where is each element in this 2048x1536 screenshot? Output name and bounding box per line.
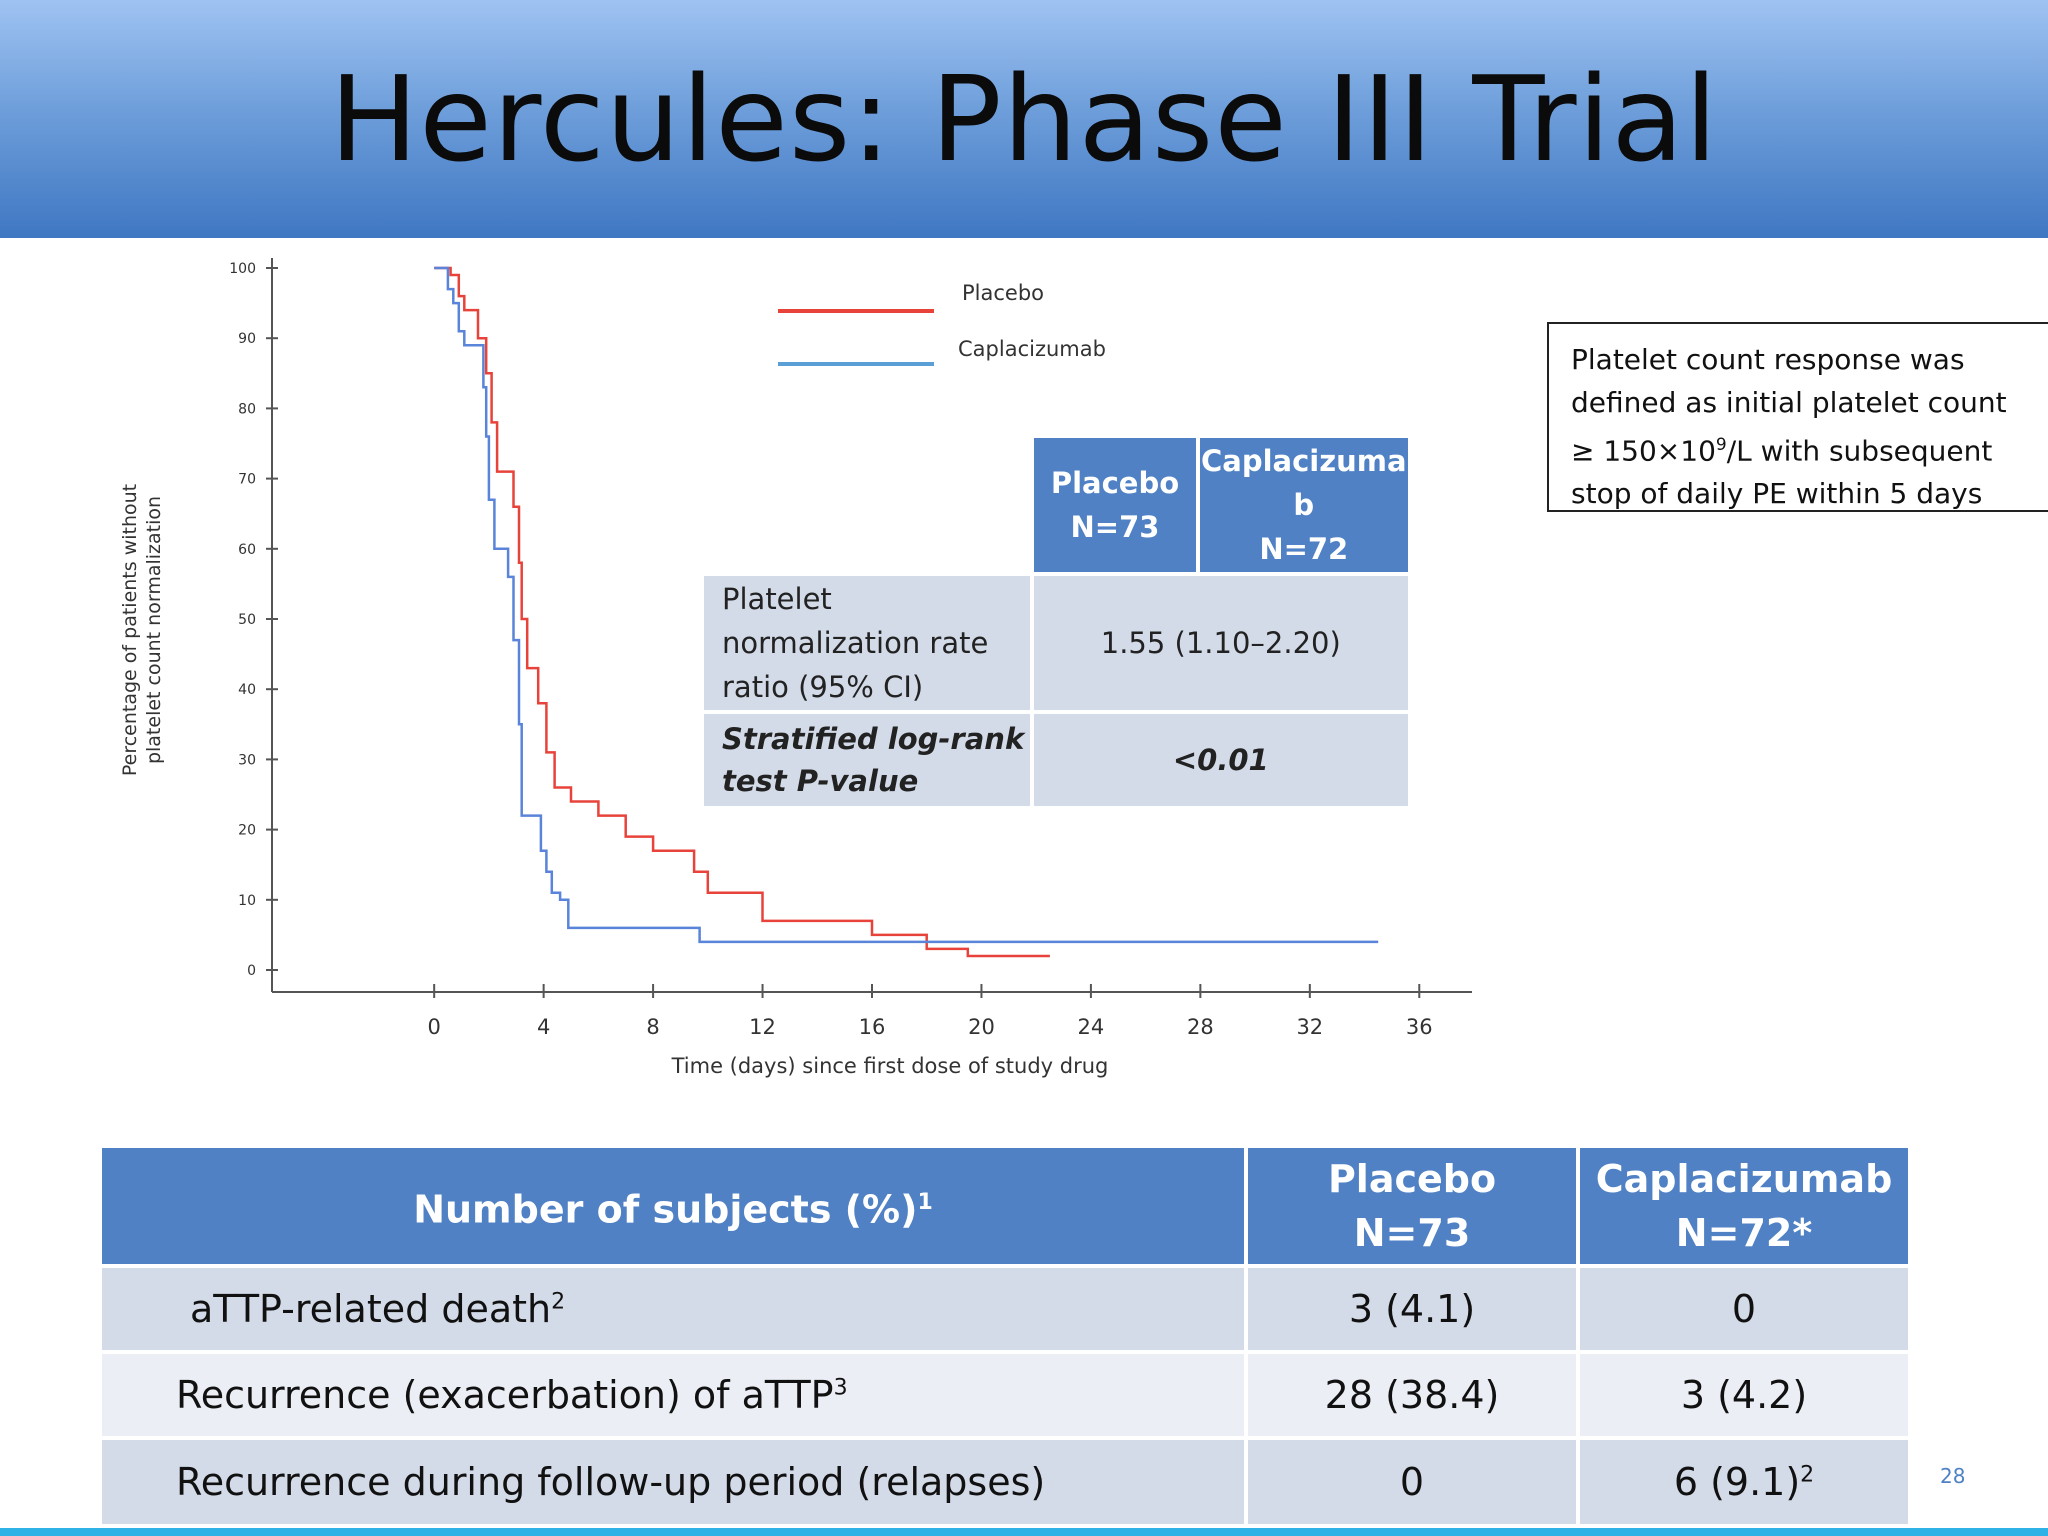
outcomes-relapses-capla: 6 (9.1)2: [1580, 1440, 1908, 1524]
stats-rate-ratio-label-line3: ratio (95% CI): [722, 670, 924, 704]
stats-corner-cell: [704, 438, 1030, 572]
y-axis-label-line2: platelet count normalization: [143, 495, 165, 765]
outcomes-death-placebo: 3 (4.1): [1248, 1268, 1576, 1350]
x-tick-label-36: 36: [1406, 1015, 1433, 1039]
x-axis-label: Time (days) since first dose of study dr…: [671, 1054, 1109, 1078]
note-line3: ≥ 150×109/L with subsequent: [1571, 424, 2048, 472]
outcomes-header-text: Number of subjects (%): [413, 1187, 918, 1232]
stats-row-p-value: Stratified log-rank test P-value <0.01: [704, 714, 1408, 806]
y-axis-label-line1: Percentage of patients without: [119, 483, 141, 777]
note-line2: defined as initial platelet count: [1571, 386, 2007, 419]
stats-col-capla-line1: Caplacizuma: [1201, 444, 1407, 478]
outcomes-col-placebo-line2: N=73: [1353, 1211, 1471, 1255]
stats-col-capla-line2: b: [1293, 488, 1315, 522]
y-tick-label-30: 30: [238, 752, 256, 768]
outcomes-col-capla-line2: N=72*: [1675, 1211, 1813, 1255]
title-banner: [0, 0, 2048, 238]
definition-note: Platelet count response was defined as i…: [1547, 322, 2048, 512]
outcomes-header-sup: 1: [917, 1189, 933, 1215]
outcomes-row-relapses: Recurrence during follow-up period (rela…: [102, 1440, 1908, 1524]
stats-rate-ratio-label-line1: Platelet: [722, 582, 832, 616]
y-tick-label-20: 20: [238, 823, 256, 839]
outcomes-recurrence-text: Recurrence (exacerbation) of aTTP: [176, 1373, 834, 1417]
outcomes-col-placebo: Placebo N=73: [1248, 1148, 1576, 1264]
bottom-accent-bar: [0, 1528, 2048, 1536]
series-line-placebo: [434, 266, 1050, 958]
y-tick-label-80: 80: [238, 401, 256, 417]
outcomes-col-caplacizumab: Caplacizumab N=72*: [1580, 1148, 1908, 1264]
outcomes-col-placebo-line1: Placebo: [1327, 1157, 1497, 1201]
note-line4: stop of daily PE within 5 days: [1571, 477, 1983, 511]
y-tick-label-50: 50: [238, 612, 256, 628]
outcomes-death-sup: 2: [551, 1289, 566, 1315]
y-axis-label-wrap: Percentage of patients without platelet …: [118, 460, 178, 800]
stats-p-value-value: <0.01: [1034, 714, 1408, 806]
x-tick-label-8: 8: [646, 1015, 659, 1039]
y-tick-label-0: 0: [247, 963, 256, 979]
outcomes-recurrence-capla: 3 (4.2): [1580, 1354, 1908, 1436]
outcomes-header-row: Number of subjects (%)1 Placebo N=73 Cap…: [102, 1148, 1908, 1264]
y-tick-label-70: 70: [238, 472, 256, 488]
stats-col-placebo-line2: N=73: [1070, 510, 1160, 544]
y-tick-label-60: 60: [238, 542, 256, 558]
outcomes-row-death: aTTP-related death2 3 (4.1) 0: [102, 1268, 1908, 1350]
stats-rate-ratio-label: Platelet normalization rate ratio (95% C…: [704, 576, 1030, 710]
legend-placebo-swatch: [778, 309, 934, 313]
note-line3-pre: ≥ 150×10: [1571, 434, 1716, 468]
survival-chart-plot: 0 10 20 30 40 50 60 70 80 90 100 0 4 8 12 16 20 24 28 32 36: [229, 258, 1472, 1039]
stats-col-capla-line3: N=72: [1259, 532, 1349, 566]
stats-col-caplacizumab: Caplacizuma b N=72: [1200, 438, 1408, 572]
stats-col-placebo-line1: Placebo: [1050, 466, 1180, 500]
slide-number: 28: [1940, 1464, 1966, 1488]
y-tick-label-100: 100: [229, 261, 256, 277]
note-line3-sup: 9: [1715, 435, 1727, 455]
stats-p-value-label: Stratified log-rank test P-value: [704, 714, 1030, 806]
y-tick-label-10: 10: [238, 893, 256, 909]
y-tick-label-40: 40: [238, 682, 256, 698]
outcomes-row-recurrence: Recurrence (exacerbation) of aTTP3 28 (3…: [102, 1354, 1908, 1436]
outcomes-death-label: aTTP-related death2: [102, 1268, 1244, 1350]
x-tick-label-32: 32: [1296, 1015, 1323, 1039]
legend-placebo-label: Placebo: [962, 281, 1045, 305]
stats-col-placebo: Placebo N=73: [1034, 438, 1196, 572]
x-tick-label-20: 20: [968, 1015, 995, 1039]
note-line3-post: /L with subsequent: [1726, 434, 1993, 468]
y-axis-label: Percentage of patients without platelet …: [118, 460, 166, 800]
slide-title: Hercules: Phase III Trial: [329, 50, 1719, 188]
outcomes-recurrence-placebo: 28 (38.4): [1248, 1354, 1576, 1436]
legend-caplacizumab-label: Caplacizumab: [958, 337, 1106, 361]
y-tick-label-90: 90: [238, 331, 256, 347]
outcomes-death-capla: 0: [1580, 1268, 1908, 1350]
outcomes-relapses-label: Recurrence during follow-up period (rela…: [102, 1440, 1244, 1524]
stats-rate-ratio-value: 1.55 (1.10–2.20): [1034, 576, 1408, 710]
outcomes-death-text: aTTP-related death: [190, 1287, 552, 1331]
outcomes-header-label: Number of subjects (%)1: [102, 1148, 1244, 1264]
x-tick-label-12: 12: [749, 1015, 776, 1039]
stats-p-value-label-line1: Stratified log-rank: [722, 722, 1025, 756]
outcomes-col-capla-line1: Caplacizumab: [1595, 1157, 1893, 1201]
stats-table: Placebo N=73 Caplacizuma b N=72 Platelet…: [700, 434, 1412, 810]
outcomes-relapses-capla-value: 6 (9.1): [1673, 1460, 1801, 1504]
x-tick-label-24: 24: [1078, 1015, 1105, 1039]
stats-rate-ratio-label-line2: normalization rate: [722, 626, 989, 660]
outcomes-recurrence-sup: 3: [833, 1375, 848, 1401]
stats-header-row: Placebo N=73 Caplacizuma b N=72: [704, 438, 1408, 572]
x-tick-label-0: 0: [427, 1015, 440, 1039]
stats-row-rate-ratio: Platelet normalization rate ratio (95% C…: [704, 576, 1408, 710]
outcomes-relapses-capla-sup: 2: [1800, 1462, 1815, 1488]
x-tick-label-4: 4: [537, 1015, 550, 1039]
outcomes-relapses-text: Recurrence during follow-up period (rela…: [176, 1460, 1046, 1504]
legend-caplacizumab-swatch: [778, 362, 934, 366]
stats-p-value-label-line2: test P-value: [722, 764, 919, 798]
outcomes-relapses-placebo: 0: [1248, 1440, 1576, 1524]
outcomes-table: Number of subjects (%)1 Placebo N=73 Cap…: [98, 1144, 1912, 1528]
outcomes-recurrence-label: Recurrence (exacerbation) of aTTP3: [102, 1354, 1244, 1436]
x-tick-label-28: 28: [1187, 1015, 1214, 1039]
x-tick-label-16: 16: [859, 1015, 886, 1039]
series-line-caplacizumab: [434, 266, 1379, 944]
note-line1: Platelet count response was: [1571, 343, 1965, 376]
